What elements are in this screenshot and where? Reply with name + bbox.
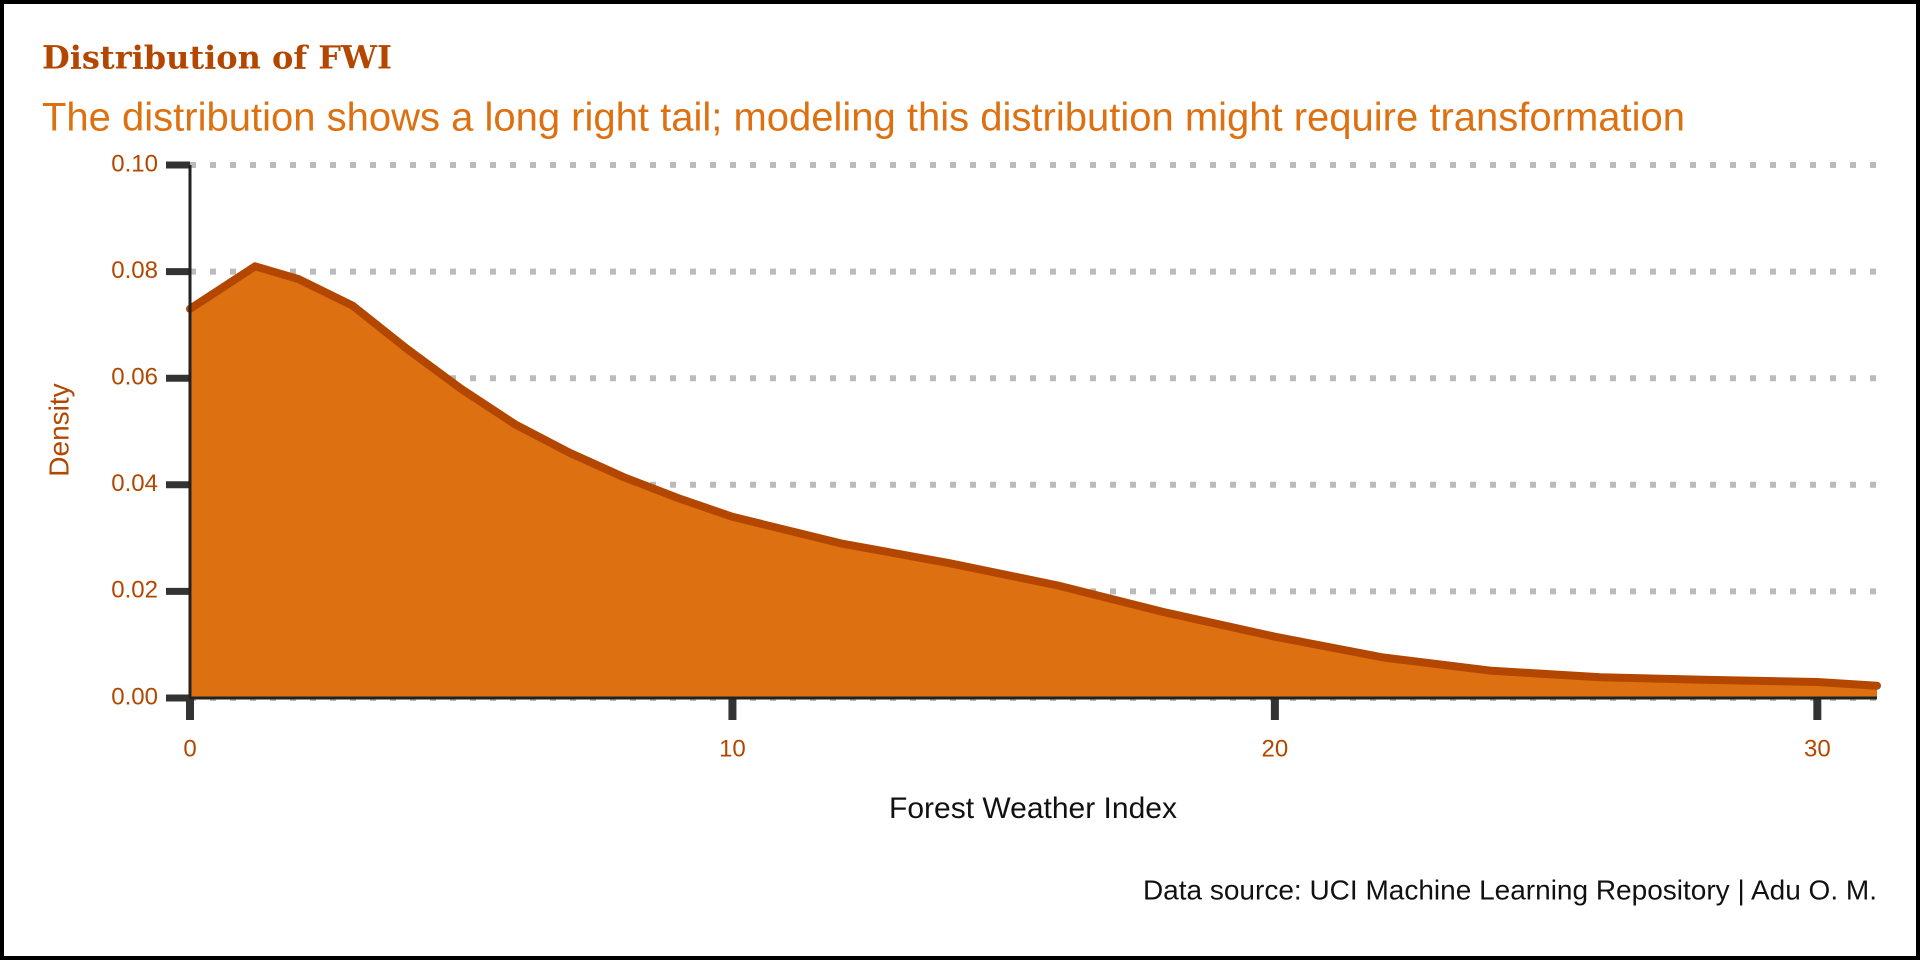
y-tick-label: 0.04 <box>111 470 158 497</box>
y-tick-label: 0.10 <box>111 150 158 177</box>
x-tick-label: 20 <box>1262 735 1289 762</box>
x-axis-label: Forest Weather Index <box>889 792 1177 825</box>
caption: Data source: UCI Machine Learning Reposi… <box>1143 874 1877 905</box>
axes: 0.00 0.02 0.04 0.06 0.08 0.10 0 10 20 30 <box>111 150 1877 762</box>
chart-subtitle: The distribution shows a long right tail… <box>42 96 1685 140</box>
y-tick-label: 0.02 <box>111 577 158 604</box>
marks <box>186 262 1881 698</box>
x-tick-label: 10 <box>719 735 746 762</box>
y-axis-label: Density <box>43 383 74 476</box>
x-tick-label: 0 <box>183 735 196 762</box>
chart-title: Distribution of FWI <box>42 39 392 77</box>
density-line <box>186 262 1881 690</box>
y-tick-label: 0.06 <box>111 364 158 391</box>
density-area <box>190 266 1877 698</box>
y-tick-label: 0.08 <box>111 257 158 284</box>
x-tick-label: 30 <box>1804 735 1831 762</box>
y-tick-label: 0.00 <box>111 683 158 710</box>
